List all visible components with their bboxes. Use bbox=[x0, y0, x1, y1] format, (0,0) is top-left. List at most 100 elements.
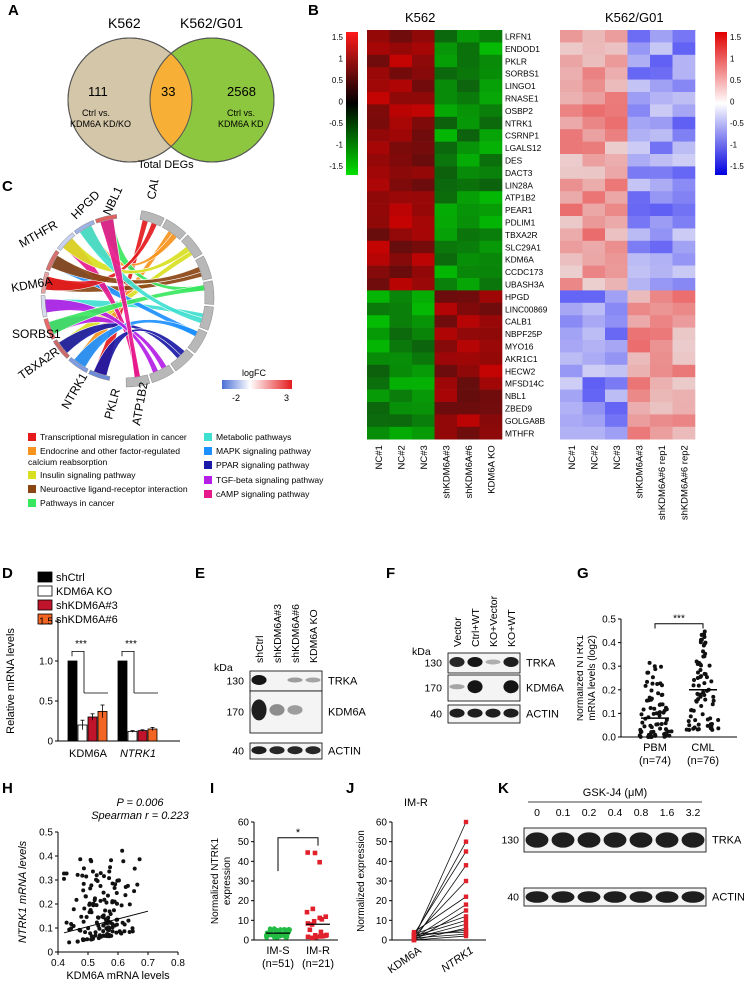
heatmap-left-cell bbox=[389, 141, 413, 155]
heatmap-left-cell bbox=[367, 104, 390, 118]
heatmap-gene-label: SLC29A1 bbox=[505, 242, 541, 252]
scatter-h-point bbox=[101, 890, 106, 895]
dot-g-point bbox=[702, 692, 707, 697]
heatmap-right-cell bbox=[650, 352, 673, 366]
dot-g-point bbox=[649, 730, 654, 735]
heatmap-right-cell bbox=[672, 265, 696, 279]
bar-chart-d: shCtrl KDM6A KO shKDM6A#3 shKDM6A#6 0 0.5 1.0 1… bbox=[5, 571, 180, 760]
scatter-h-point bbox=[101, 929, 106, 934]
dot-g-point bbox=[652, 706, 657, 711]
heatmap-left-cell bbox=[389, 253, 413, 266]
scatter-h-annot-r: Spearman r = 0.223 bbox=[91, 810, 189, 822]
heatmap-left-cell bbox=[479, 67, 503, 80]
paired-j-point bbox=[463, 918, 469, 923]
heatmap-left-cell bbox=[457, 253, 480, 266]
blot-membrane bbox=[249, 742, 323, 760]
heatmap-right-cell bbox=[582, 42, 606, 56]
heatmap-gene-label: RNASE1 bbox=[505, 94, 539, 104]
dot-i-y-label-1: Normalized NTRK1 bbox=[210, 837, 221, 924]
blot-band bbox=[287, 677, 303, 683]
scatter-h-x-tick-label: 0.6 bbox=[111, 958, 125, 969]
heatmap-left-cell bbox=[412, 253, 435, 266]
scatter-h-point bbox=[81, 888, 86, 893]
scatter-h-point bbox=[99, 934, 104, 939]
scatter-h-point bbox=[112, 886, 117, 891]
bar-significance: *** bbox=[75, 639, 87, 650]
heatmap-right-cell bbox=[605, 67, 628, 80]
heatmap-right-cell bbox=[560, 141, 583, 155]
heatmap-right-cell bbox=[672, 389, 696, 403]
heatmap-right-cell bbox=[582, 290, 606, 304]
blot-lane-label: KO+Vector bbox=[488, 595, 500, 647]
scatter-h-point bbox=[81, 881, 86, 886]
heatmap-left-cell bbox=[434, 79, 458, 93]
heatmap-right-cell bbox=[672, 228, 696, 242]
blot-marker: 130 bbox=[424, 658, 442, 670]
heatmap-left-cell bbox=[412, 278, 435, 291]
heatmap-left-cell bbox=[389, 129, 413, 142]
heatmap-right-cell bbox=[672, 30, 696, 43]
heatmap-left-cell bbox=[479, 377, 503, 390]
heatmap-left-cell bbox=[479, 79, 503, 93]
dot-i-point bbox=[305, 934, 311, 940]
heatmap-left-cell bbox=[389, 414, 413, 428]
heatmap-left-cell bbox=[479, 315, 503, 328]
heatmap-left-cell bbox=[479, 352, 503, 366]
heatmap-left-cell bbox=[389, 278, 413, 291]
scatter-h-point bbox=[114, 930, 119, 935]
paired-j-line bbox=[413, 821, 467, 939]
venn-right-desc-2: KDM6A KD bbox=[218, 119, 264, 129]
heatmap-right-cell bbox=[650, 129, 673, 142]
blot-lane-label: shKDM6A#6 bbox=[290, 604, 302, 663]
paired-j-line bbox=[413, 880, 467, 937]
heatmap-left-cell bbox=[412, 30, 435, 43]
heatmap-right-cell bbox=[650, 253, 673, 266]
heatmap-left-cell bbox=[412, 42, 435, 56]
bar-category-label: KDM6A bbox=[69, 748, 108, 760]
heatmap-right-cell bbox=[672, 116, 696, 130]
scatter-h-y-tick-label: 0 bbox=[47, 948, 53, 959]
bar-y-tick-label: 1.0 bbox=[39, 657, 53, 668]
heatmap-left-cell bbox=[434, 166, 458, 180]
dot-g-point bbox=[638, 730, 643, 735]
dot-i-point bbox=[305, 921, 311, 926]
heatmap-left-cell bbox=[412, 203, 435, 217]
dot-g-point bbox=[661, 710, 666, 715]
heatmap-left-cell bbox=[434, 290, 458, 304]
heatmap-left-cell bbox=[479, 240, 503, 254]
heatmap-left-cell bbox=[457, 178, 480, 192]
heatmap-right-cell bbox=[560, 327, 583, 341]
dot-g-point bbox=[664, 707, 669, 712]
heatmap-right-cell bbox=[560, 104, 583, 118]
dot-g-y-tick-label: 0.4 bbox=[602, 638, 616, 649]
heatmap-right-cell bbox=[650, 377, 673, 390]
heatmap-right-cell bbox=[605, 79, 628, 93]
heatmap-right-cell bbox=[627, 129, 651, 142]
dot-i-point bbox=[305, 850, 310, 855]
heatmap-left-scale-tick: -1.5 bbox=[329, 162, 343, 171]
dot-i-point bbox=[317, 934, 323, 939]
scatter-h-point bbox=[94, 873, 99, 878]
scatter-h-point bbox=[107, 909, 112, 914]
heatmap-left-cell bbox=[367, 364, 390, 378]
paired-j-point bbox=[463, 914, 469, 919]
blot-lane-label: shKDM6A#3 bbox=[272, 604, 284, 663]
dot-g-significance: *** bbox=[673, 613, 685, 624]
chord-gene-label: PKLR bbox=[101, 387, 123, 421]
dot-i-point bbox=[310, 935, 315, 941]
blot-k-dose-label: 0.1 bbox=[556, 807, 571, 819]
bar bbox=[137, 730, 148, 742]
heatmap-right-cell bbox=[605, 389, 628, 403]
heatmap-right-cell bbox=[672, 166, 696, 180]
blot-band bbox=[525, 891, 549, 903]
scatter-h-point bbox=[110, 900, 115, 905]
scatter-h-point bbox=[101, 923, 106, 928]
heatmap-left-colorbar bbox=[346, 32, 358, 175]
heatmap-left-cell bbox=[457, 327, 480, 341]
scatter-h-point bbox=[87, 901, 92, 906]
heatmap-right-cell bbox=[560, 228, 583, 242]
paired-j-category: KDM6A bbox=[386, 944, 424, 976]
dot-g-point bbox=[657, 710, 662, 715]
paired-j-line bbox=[413, 935, 467, 941]
